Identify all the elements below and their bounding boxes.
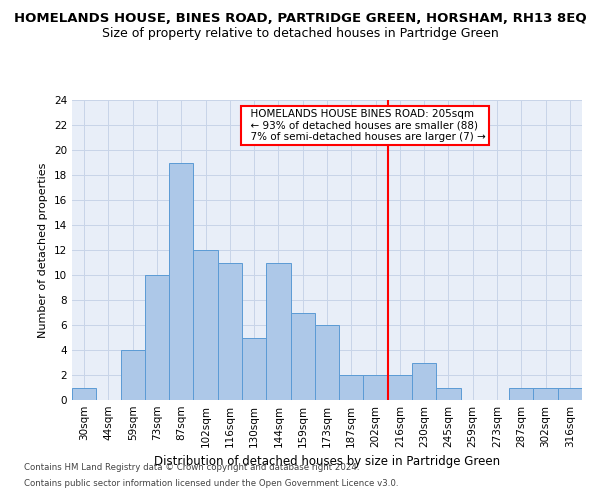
X-axis label: Distribution of detached houses by size in Partridge Green: Distribution of detached houses by size … [154, 456, 500, 468]
Bar [412, 362, 436, 400]
Bar [290, 312, 315, 400]
Bar [339, 375, 364, 400]
Bar [121, 350, 145, 400]
Text: Size of property relative to detached houses in Partridge Green: Size of property relative to detached ho… [101, 28, 499, 40]
Bar [509, 388, 533, 400]
Text: Contains HM Land Registry data © Crown copyright and database right 2024.: Contains HM Land Registry data © Crown c… [24, 464, 359, 472]
Text: HOMELANDS HOUSE BINES ROAD: 205sqm
  ← 93% of detached houses are smaller (88)
 : HOMELANDS HOUSE BINES ROAD: 205sqm ← 93%… [244, 109, 486, 142]
Bar [533, 388, 558, 400]
Bar [193, 250, 218, 400]
Text: Contains public sector information licensed under the Open Government Licence v3: Contains public sector information licen… [24, 478, 398, 488]
Y-axis label: Number of detached properties: Number of detached properties [38, 162, 49, 338]
Bar [72, 388, 96, 400]
Bar [364, 375, 388, 400]
Bar [315, 325, 339, 400]
Text: HOMELANDS HOUSE, BINES ROAD, PARTRIDGE GREEN, HORSHAM, RH13 8EQ: HOMELANDS HOUSE, BINES ROAD, PARTRIDGE G… [14, 12, 586, 26]
Bar [436, 388, 461, 400]
Bar [169, 162, 193, 400]
Bar [242, 338, 266, 400]
Bar [266, 262, 290, 400]
Bar [145, 275, 169, 400]
Bar [558, 388, 582, 400]
Bar [388, 375, 412, 400]
Bar [218, 262, 242, 400]
